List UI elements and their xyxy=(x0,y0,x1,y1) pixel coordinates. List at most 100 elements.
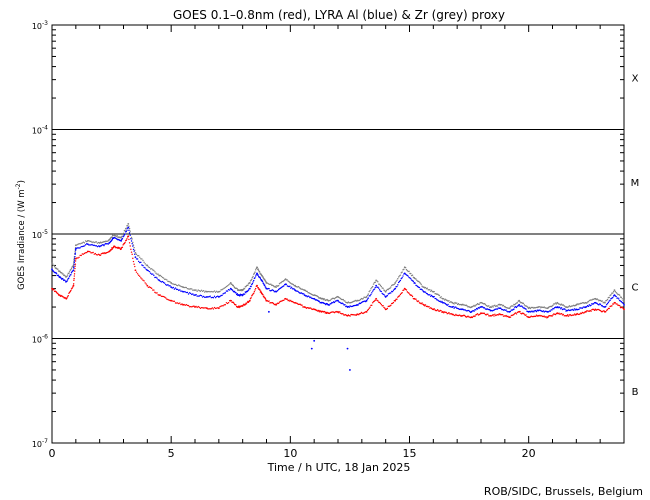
series-trace-dot xyxy=(262,294,264,296)
series-trace-dot xyxy=(288,281,290,283)
series-trace-dot xyxy=(191,306,193,308)
series-trace-dot xyxy=(64,279,66,282)
series-trace-dot xyxy=(126,229,128,231)
series-trace-dot xyxy=(513,308,515,310)
series-trace-dot xyxy=(445,311,448,314)
series-trace-dot xyxy=(519,310,521,313)
series-trace-dot xyxy=(588,304,591,306)
series-trace-dot xyxy=(606,298,609,301)
series-trace-dot xyxy=(553,308,555,310)
series-trace-dot xyxy=(70,267,73,270)
series-trace-dot xyxy=(366,298,369,300)
series-trace-dot xyxy=(612,303,615,305)
series-trace-dot xyxy=(562,304,565,306)
series-trace-dot xyxy=(71,287,73,289)
series-trace-dot xyxy=(92,251,94,254)
series-trace-dot xyxy=(367,293,370,295)
series-trace-dot xyxy=(283,299,285,301)
series-trace-dot xyxy=(378,301,381,304)
series-trace-dot xyxy=(131,253,133,256)
series-trace-dot xyxy=(88,250,90,253)
series-trace-dot xyxy=(333,298,336,300)
series-trace-dot xyxy=(579,313,581,315)
series-trace-dot xyxy=(171,287,173,289)
series-trace-dot xyxy=(378,283,381,285)
series-trace-dot xyxy=(188,306,191,308)
series-trace-dot xyxy=(132,257,134,260)
series-trace-dot xyxy=(154,276,156,279)
series-trace-dot xyxy=(174,283,177,286)
series-trace-dot xyxy=(426,293,428,295)
series-trace-dot xyxy=(84,252,87,254)
series-trace-dot xyxy=(124,229,126,232)
series-trace-dot xyxy=(90,240,92,243)
series-trace-dot xyxy=(79,243,81,245)
series-trace-dot xyxy=(405,268,408,271)
series-trace-dot xyxy=(226,290,229,292)
series-trace-dot xyxy=(178,284,180,286)
series-trace-dot xyxy=(566,314,569,316)
series-trace-dot xyxy=(285,283,288,285)
series-point xyxy=(623,299,625,302)
series-trace-dot xyxy=(251,276,254,279)
series-trace-dot xyxy=(96,242,99,244)
series-trace-dot xyxy=(169,285,171,287)
series-trace-dot xyxy=(167,280,169,283)
series-trace-dot xyxy=(156,292,158,294)
series-point xyxy=(146,284,149,287)
series-trace-dot xyxy=(210,296,212,299)
series-trace-dot xyxy=(228,283,231,285)
series-point xyxy=(365,299,368,302)
series-trace-dot xyxy=(601,300,604,302)
series-trace-dot xyxy=(53,265,56,268)
series-trace-dot xyxy=(590,304,592,306)
series-trace-dot xyxy=(130,237,132,240)
series-trace-dot xyxy=(252,281,254,283)
series-trace-dot xyxy=(230,300,233,302)
series-trace-dot xyxy=(83,252,86,255)
series-trace-dot xyxy=(258,269,260,272)
series-trace-dot xyxy=(178,289,180,292)
series-trace-dot xyxy=(436,309,439,311)
series-trace-dot xyxy=(165,297,167,299)
series-trace-dot xyxy=(310,296,312,298)
series-trace-dot xyxy=(121,235,123,238)
series-trace-dot xyxy=(251,282,254,285)
series-trace-dot xyxy=(233,290,236,293)
series-trace-dot xyxy=(373,288,376,290)
series-trace-dot xyxy=(476,313,479,315)
series-trace-dot xyxy=(606,309,609,311)
series-trace-dot xyxy=(318,309,320,312)
series-trace-dot xyxy=(156,273,158,275)
series-trace-dot xyxy=(73,261,76,264)
series-trace-dot xyxy=(140,258,142,260)
series-trace-dot xyxy=(67,294,69,297)
series-trace-dot xyxy=(227,284,230,286)
series-trace-dot xyxy=(211,296,214,299)
series-trace-dot xyxy=(592,308,595,311)
series-trace-dot xyxy=(254,271,256,273)
series-trace-dot xyxy=(342,313,344,315)
series-trace-dot xyxy=(342,298,344,301)
series-trace-dot xyxy=(94,245,97,247)
series-trace-dot xyxy=(208,290,210,293)
series-trace-dot xyxy=(519,301,521,303)
series-point xyxy=(248,299,251,302)
series-trace-dot xyxy=(132,248,135,251)
series-point xyxy=(508,307,511,310)
series-trace-dot xyxy=(214,307,217,310)
series-trace-dot xyxy=(421,289,423,291)
series-trace-dot xyxy=(435,297,437,300)
series-trace-dot xyxy=(310,307,312,309)
series-trace-dot xyxy=(380,290,383,293)
series-trace-dot xyxy=(410,272,412,275)
series-trace-dot xyxy=(247,289,250,291)
series-trace-dot xyxy=(581,307,584,309)
series-point xyxy=(384,290,387,293)
series-trace-dot xyxy=(174,287,177,289)
series-trace-dot xyxy=(219,290,221,293)
series-trace-dot xyxy=(569,313,571,316)
series-trace-dot xyxy=(277,284,280,287)
series-trace-dot xyxy=(73,277,75,280)
series-trace-dot xyxy=(235,292,237,294)
